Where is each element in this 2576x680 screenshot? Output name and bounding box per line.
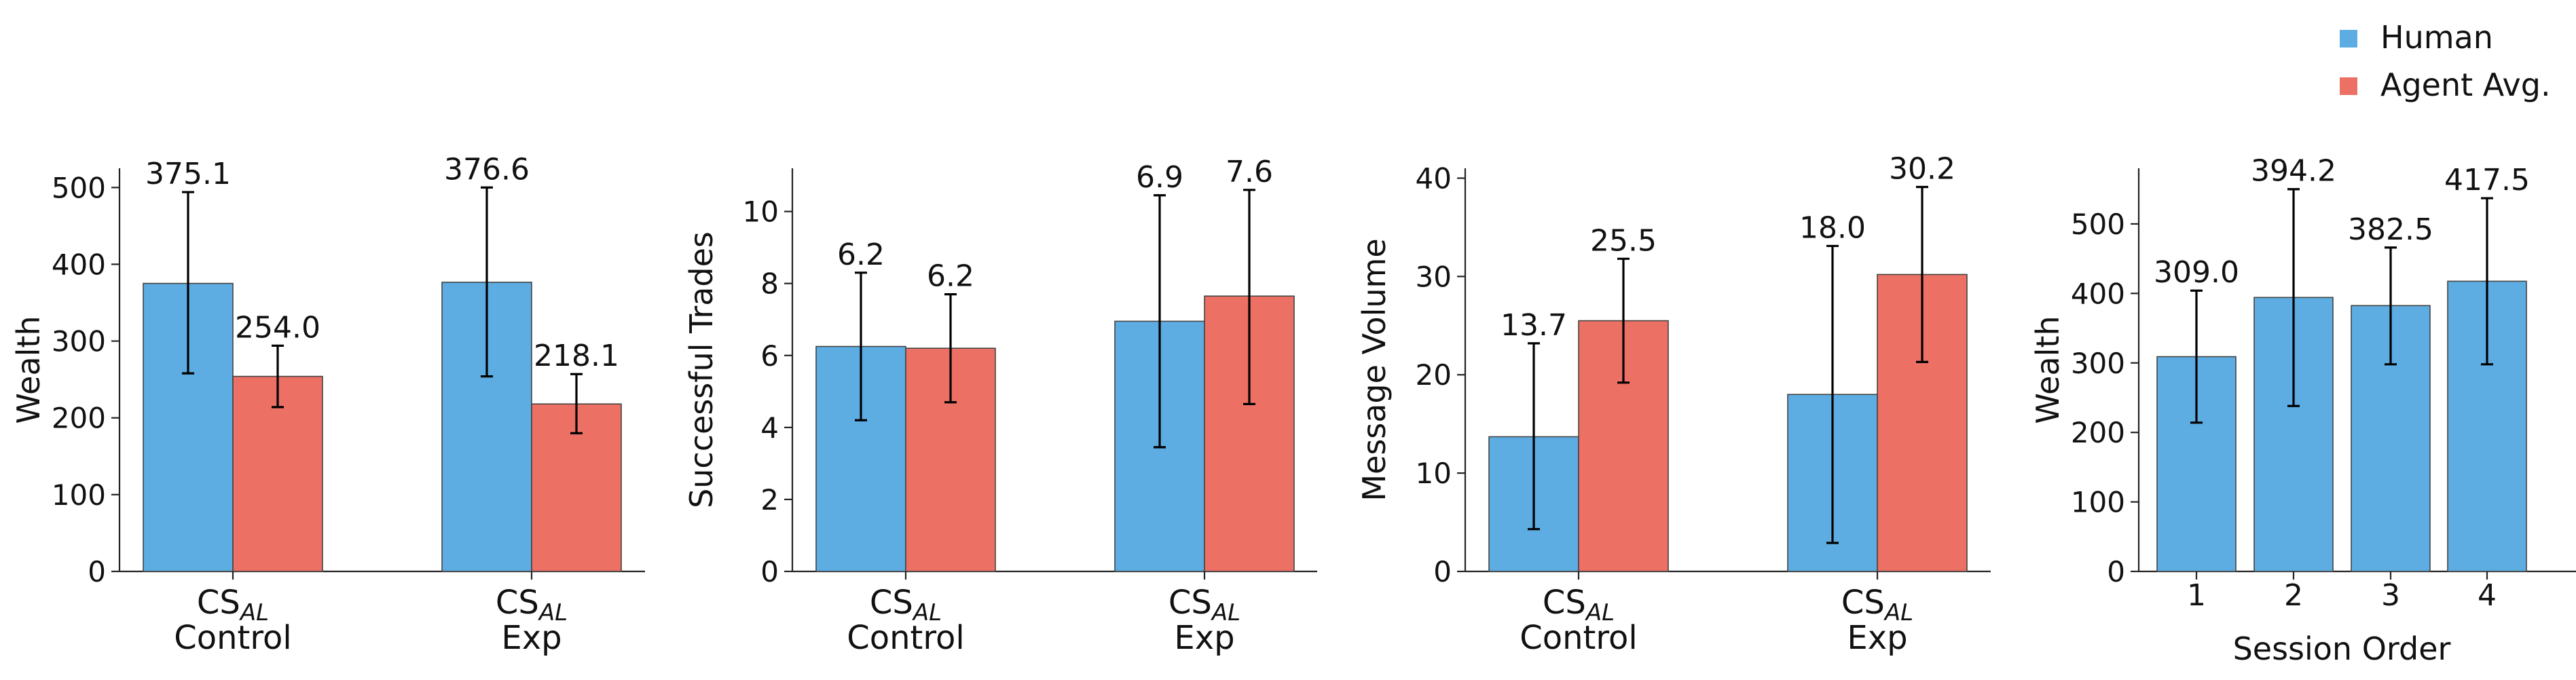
- x-axis-label: Session Order: [2233, 630, 2451, 667]
- x-tick-label-line2-1: Control: [1520, 619, 1638, 657]
- data-label-human-2: 376.6: [444, 152, 530, 187]
- data-label-human-4: 417.5: [2444, 163, 2530, 197]
- y-tick-label: 0: [760, 555, 779, 588]
- x-tick-label-2: CSAL: [1841, 584, 1913, 626]
- y-tick-label: 0: [88, 555, 106, 588]
- x-tick-label-line2-1: Control: [174, 619, 292, 657]
- y-tick-label: 4: [760, 411, 779, 445]
- y-tick-label: 2: [760, 483, 779, 516]
- x-tick-label-line2-2: Exp: [1174, 619, 1234, 657]
- chart-panel-4: 0 100 200 300 400 500 Wealth 309.0 1 394.2 2 382.5 3…: [2029, 154, 2576, 667]
- y-tick-label: 200: [2071, 416, 2125, 449]
- y-axis-label: Wealth: [2029, 316, 2066, 423]
- y-tick-label: 10: [743, 195, 779, 229]
- data-label-human-1: 375.1: [145, 157, 231, 191]
- data-label-human-2: 18.0: [1799, 210, 1866, 245]
- data-label-agent-avg-2: 7.6: [1226, 155, 1273, 189]
- y-tick-label: 8: [760, 267, 779, 301]
- y-tick-label: 300: [2071, 347, 2125, 380]
- data-label-human-1: 309.0: [2154, 255, 2239, 290]
- y-tick-label: 6: [760, 339, 779, 373]
- y-tick-label: 500: [52, 171, 106, 204]
- x-tick-label-2: CSAL: [1169, 584, 1240, 626]
- y-tick-label: 400: [52, 248, 106, 281]
- x-tick-label-3: 3: [2381, 578, 2400, 613]
- legend-label-human: Human: [2380, 19, 2493, 56]
- y-tick-label: 20: [1416, 358, 1452, 392]
- data-label-agent-avg-1: 25.5: [1590, 223, 1657, 258]
- y-tick-label: 400: [2071, 277, 2125, 310]
- data-label-agent-avg-1: 6.2: [927, 259, 974, 294]
- y-tick-label: 30: [1416, 260, 1452, 293]
- y-tick-label: 300: [52, 325, 106, 358]
- data-label-human-1: 13.7: [1501, 308, 1567, 343]
- chart-panels: 0100200300400500Wealth375.1254.0CSALCont…: [10, 152, 2576, 667]
- x-tick-label-line2-2: Exp: [1847, 619, 1907, 657]
- x-tick-label-line2-1: Control: [847, 619, 965, 657]
- x-tick-label-1: 1: [2187, 578, 2206, 613]
- y-tick-label: 10: [1416, 457, 1452, 490]
- data-label-human-3: 382.5: [2348, 212, 2433, 247]
- data-label-agent-avg-2: 218.1: [534, 339, 619, 373]
- x-tick-label-1: CSAL: [1543, 584, 1615, 626]
- x-tick-label-2: 2: [2284, 578, 2303, 613]
- y-tick-label: 500: [2071, 208, 2125, 241]
- y-tick-label: 0: [2107, 555, 2125, 588]
- y-tick-label: 100: [52, 478, 106, 512]
- y-tick-label: 200: [52, 402, 106, 435]
- bar-agent-avg-1: [232, 375, 323, 572]
- legend-swatch-agent-avg: [2340, 77, 2357, 95]
- data-label-human-2: 394.2: [2251, 154, 2336, 189]
- x-tick-label-2: CSAL: [496, 584, 568, 626]
- data-label-human-1: 6.2: [837, 238, 885, 272]
- x-tick-label-1: CSAL: [197, 584, 269, 626]
- x-tick-label-line2-2: Exp: [501, 619, 562, 657]
- x-tick-label-1: CSAL: [870, 584, 942, 626]
- legend: Human Agent Avg.: [2340, 19, 2551, 103]
- x-tick-label-4: 4: [2478, 578, 2497, 613]
- y-tick-label: 100: [2071, 486, 2125, 519]
- y-tick-label: 0: [1433, 555, 1452, 588]
- y-axis-label: Wealth: [10, 316, 47, 423]
- data-label-agent-avg-2: 30.2: [1889, 152, 1955, 187]
- y-tick-label: 40: [1416, 162, 1452, 195]
- chart-panel-1: 0100200300400500Wealth375.1254.0CSALCont…: [10, 152, 645, 657]
- y-axis-label: Message Volume: [1356, 238, 1393, 501]
- legend-label-agent-avg: Agent Avg.: [2380, 67, 2551, 103]
- data-label-human-2: 6.9: [1136, 160, 1183, 195]
- legend-swatch-human: [2340, 30, 2357, 48]
- y-axis-label: Successful Trades: [683, 231, 720, 508]
- data-label-agent-avg-1: 254.0: [235, 310, 320, 345]
